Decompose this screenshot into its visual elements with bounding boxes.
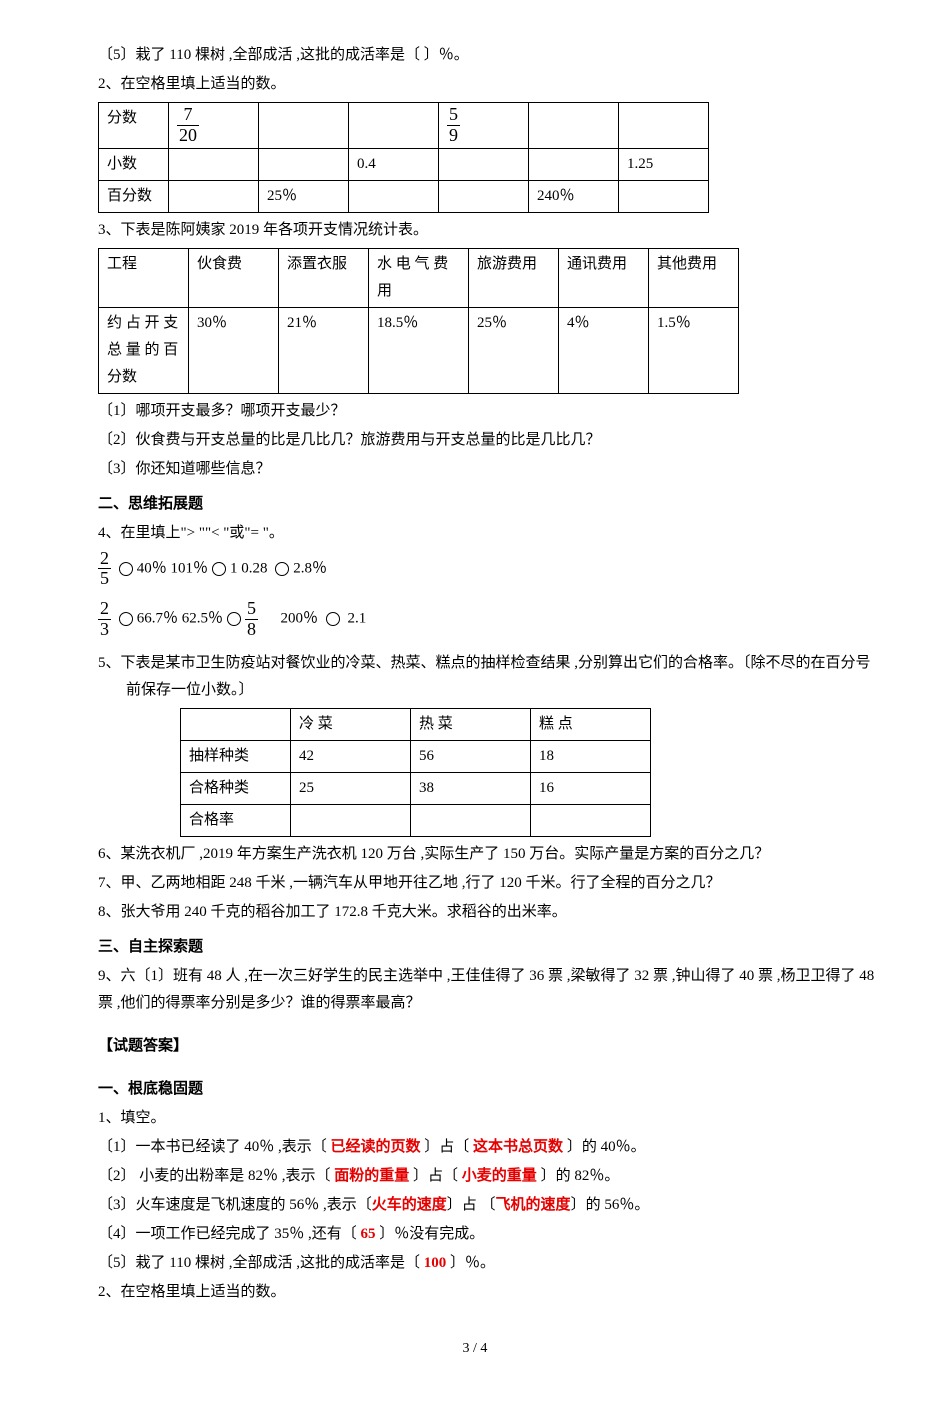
table-1: 分数72059小数0.41.25百分数25％240％	[98, 102, 709, 213]
ans-q2: 2、在空格里填上适当的数。	[70, 1279, 880, 1306]
ans-q1: 1、填空。	[70, 1105, 880, 1132]
q8: 8、张大爷用 240 千克的稻谷加工了 172.8 千克大米。求稻谷的出米率。	[70, 899, 880, 926]
ans-1-1: 〔1〕一本书已经读了 40％ ,表示〔 已经读的页数 〕占〔 这本书总页数 〕的…	[70, 1134, 880, 1161]
ans-1-3: 〔3〕火车速度是飞机速度的 56％ ,表示〔火车的速度〕占 〔飞机的速度〕的 5…	[70, 1192, 880, 1219]
q3-sub1: 〔1〕哪项开支最多？哪项开支最少？	[70, 398, 880, 425]
q7: 7、甲、乙两地相距 248 千米 ,一辆汽车从甲地开往乙地 ,行了 120 千米…	[70, 870, 880, 897]
q3-sub3: 〔3〕你还知道哪些信息？	[70, 456, 880, 483]
ans-sect1: 一、根底稳固题	[70, 1076, 880, 1103]
q3-sub2: 〔2〕伙食费与开支总量的比是几比几？旅游费用与开支总量的比是几比几？	[70, 427, 880, 454]
q5-title: 5、下表是某市卫生防疫站对餐饮业的冷菜、热菜、糕点的抽样检查结果 ,分别算出它们…	[98, 650, 880, 704]
q9: 9、六〔1〕班有 48 人 ,在一次三好学生的民主选举中 ,王佳佳得了 36 票…	[70, 963, 880, 1017]
q3-title: 3、下表是陈阿姨家 2019 年各项开支情况统计表。	[70, 217, 880, 244]
q2-title: 2、在空格里填上适当的数。	[70, 71, 880, 98]
ans-1-4: 〔4〕一项工作已经完成了 35％ ,还有〔 65 〕％没有完成。	[70, 1221, 880, 1248]
ans-1-2: 〔2〕 小麦的出粉率是 82％ ,表示〔 面粉的重量 〕占〔 小麦的重量 〕的 …	[70, 1163, 880, 1190]
page-number: 3 / 4	[70, 1336, 880, 1361]
q6: 6、某洗衣机厂 ,2019 年方案生产洗衣机 120 万台 ,实际生产了 150…	[70, 841, 880, 868]
q4-line2: 23 66.7％ 62.5％58 200％ 2.1	[70, 599, 880, 640]
ans-1-5: 〔5〕栽了 110 棵树 ,全部成活 ,这批的成活率是〔 100 〕％。	[70, 1250, 880, 1277]
q1-5: 〔5〕栽了 110 棵树 ,全部成活 ,这批的成活率是〔 〕％。	[70, 42, 880, 69]
table-3: 冷 菜热 菜糕 点抽样种类425618合格种类253816合格率	[180, 708, 651, 837]
section-3-heading: 三、自主探索题	[70, 934, 880, 961]
answers-heading: 【试题答案】	[70, 1033, 880, 1060]
table-2: 工程伙食费添置衣服水 电 气 费用旅游费用通讯费用其他费用约 占 开 支总 量 …	[98, 248, 739, 394]
q4-line1: 25 40％ 101％1 0.28 2.8％	[70, 549, 880, 590]
section-2-heading: 二、思维拓展题	[70, 491, 880, 518]
q4-title: 4、在里填上"> ""< "或"= "。	[70, 520, 880, 547]
